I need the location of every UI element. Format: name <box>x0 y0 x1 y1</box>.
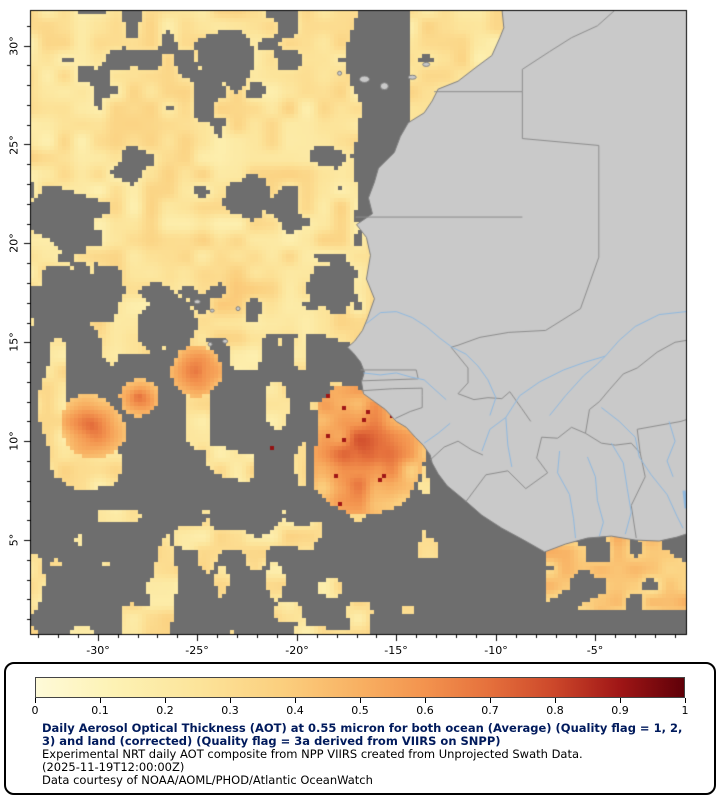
x-axis-tick-label: -15° <box>384 644 408 657</box>
legend-panel: 0 0.1 0.2 0.3 0.4 0.5 0.6 0.7 0.8 0.9 1 … <box>4 662 716 795</box>
colorbar-tick <box>685 698 686 703</box>
colorbar-tick <box>35 698 36 703</box>
x-axis-tick-label: -25° <box>185 644 209 657</box>
colorbar-tick-label: 0.3 <box>221 704 239 717</box>
colorbar: 0 0.1 0.2 0.3 0.4 0.5 0.6 0.7 0.8 0.9 1 <box>31 677 689 717</box>
colorbar-tick-label: 0.7 <box>481 704 499 717</box>
colorbar-tick-label: 0 <box>31 704 39 717</box>
colorbar-labels: 0 0.1 0.2 0.3 0.4 0.5 0.6 0.7 0.8 0.9 1 <box>31 703 689 717</box>
legend-timestamp: (2025-11-19T12:00:00Z) <box>42 759 185 774</box>
colorbar-tick <box>100 698 101 703</box>
aot-map: 30° 25° 20° 15° 10° 5° -30° -25° -20° -1… <box>0 0 720 662</box>
map-canvas <box>0 0 720 662</box>
colorbar-tick <box>490 698 491 703</box>
colorbar-ticks <box>35 698 686 703</box>
colorbar-gradient <box>35 677 685 698</box>
colorbar-tick-label: 0.2 <box>156 704 174 717</box>
x-axis-tick-label: -20° <box>285 644 309 657</box>
legend-line-experimental: Experimental NRT daily AOT composite fro… <box>42 746 583 761</box>
colorbar-tick-label: 0.8 <box>546 704 564 717</box>
colorbar-tick-label: 0.6 <box>416 704 434 717</box>
colorbar-tick <box>165 698 166 703</box>
colorbar-tick-label: 0.5 <box>351 704 369 717</box>
x-axis-tick-label: -10° <box>484 644 508 657</box>
colorbar-tick <box>295 698 296 703</box>
colorbar-tick <box>425 698 426 703</box>
y-axis-tick-label: 20° <box>7 233 21 253</box>
colorbar-tick-label: 0.4 <box>286 704 304 717</box>
colorbar-tick-label: 0.9 <box>611 704 629 717</box>
x-axis-tick-label: -5° <box>586 644 604 657</box>
y-axis-tick-label: 25° <box>7 135 21 155</box>
x-axis-tick-label: -30° <box>86 644 110 657</box>
colorbar-tick <box>555 698 556 703</box>
legend-credit: Data courtesy of NOAA/AOML/PHOD/Atlantic… <box>42 772 373 787</box>
y-axis-tick-label: 30° <box>7 36 21 56</box>
colorbar-tick-label: 1 <box>681 704 689 717</box>
y-axis-tick-label: 10° <box>7 431 21 451</box>
colorbar-tick <box>620 698 621 703</box>
colorbar-tick <box>360 698 361 703</box>
colorbar-tick-label: 0.1 <box>91 704 109 717</box>
legend-title: Daily Aerosol Optical Thickness (AOT) at… <box>42 721 683 748</box>
y-axis-tick-label: 15° <box>7 332 21 352</box>
legend-caption: Daily Aerosol Optical Thickness (AOT) at… <box>42 722 690 787</box>
colorbar-tick <box>230 698 231 703</box>
y-axis-tick-label: 5° <box>7 533 21 547</box>
